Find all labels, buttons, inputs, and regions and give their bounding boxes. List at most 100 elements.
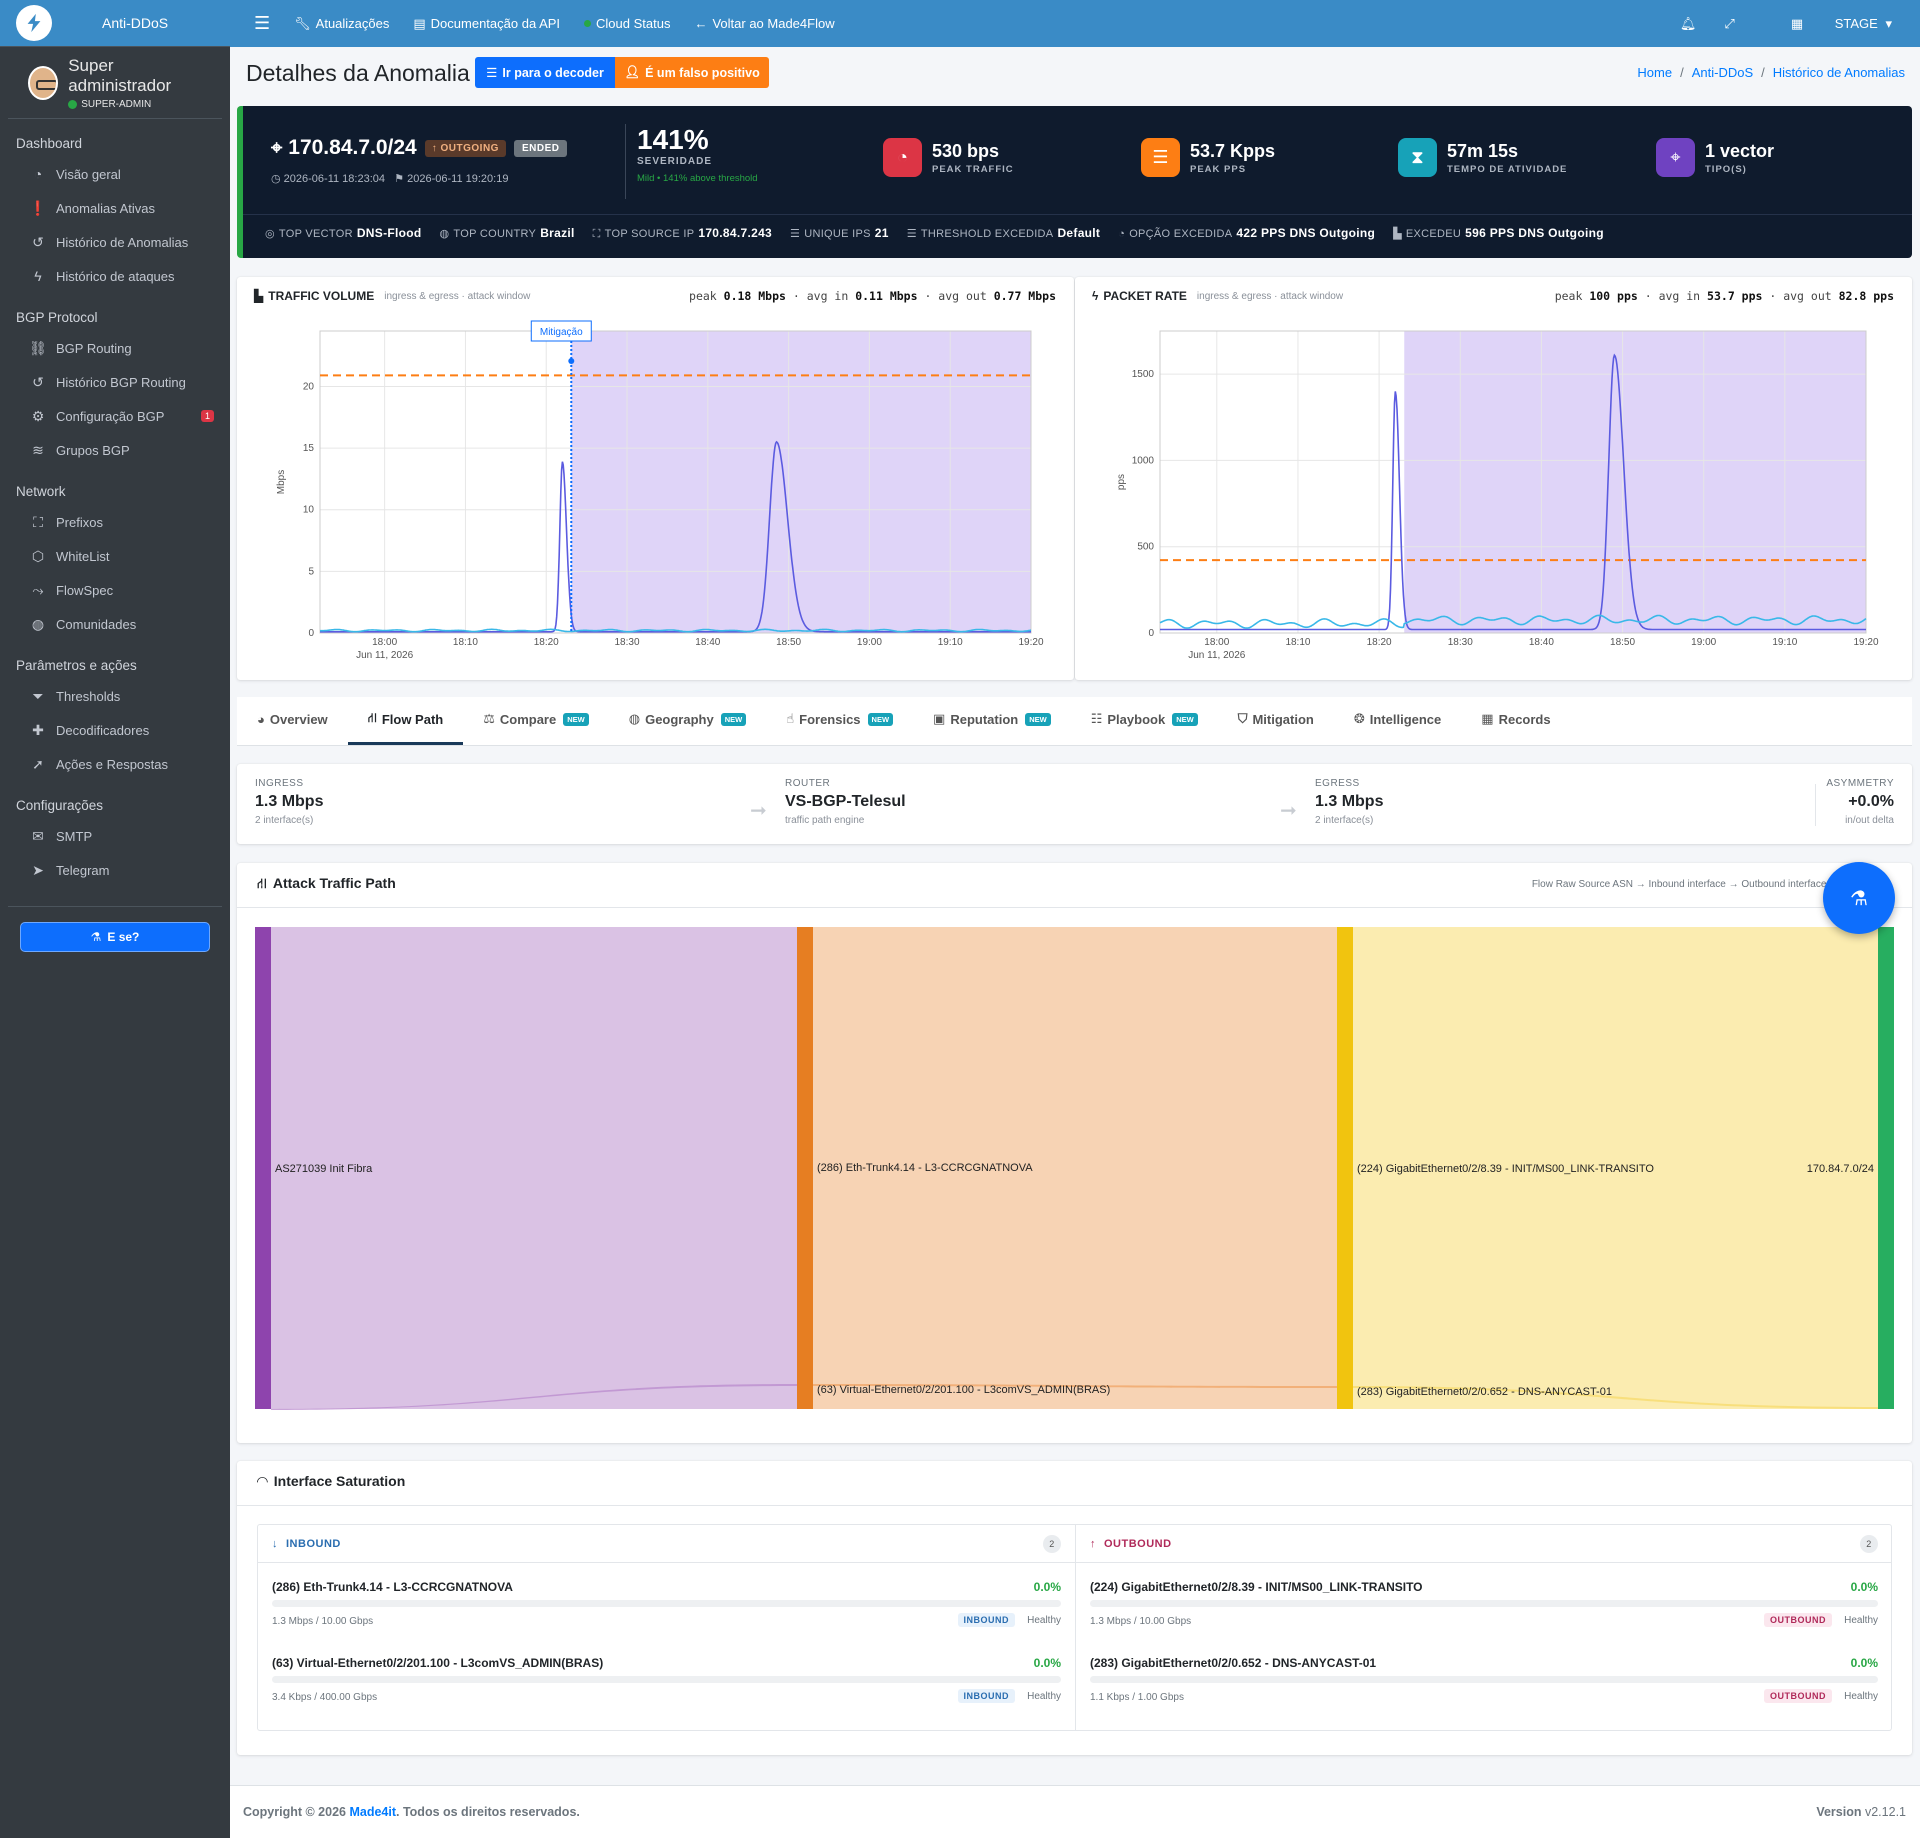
sidebar-item-thresholds[interactable]: ⏷ Thresholds bbox=[0, 679, 230, 713]
x-tick-label: 18:10 bbox=[453, 637, 478, 648]
sidebar-item-configura-o-bgp[interactable]: ⚙ Configuração BGP 1 bbox=[0, 399, 230, 433]
sidebar-item-hist-rico-de-anomalias[interactable]: ↺ Histórico de Anomalias bbox=[0, 225, 230, 259]
sidebar-item-smtp[interactable]: ✉ SMTP bbox=[0, 819, 230, 853]
breadcrumb-history[interactable]: Histórico de Anomalias bbox=[1772, 65, 1905, 80]
arrow-down-icon: ↓ bbox=[272, 1537, 278, 1550]
tab-records[interactable]: ▦ Records bbox=[1461, 696, 1570, 745]
sidebar-item-telegram[interactable]: ➤ Telegram bbox=[0, 853, 230, 887]
saturation-bar bbox=[1090, 1676, 1878, 1683]
what-if-button[interactable]: ⚗ E se? bbox=[20, 922, 210, 952]
brand-title: Anti-DDoS bbox=[102, 15, 169, 31]
go-to-decoder-button[interactable]: ☰ Ir para o decoder bbox=[475, 57, 615, 88]
tab-reputation[interactable]: ▣ Reputation NEW bbox=[913, 696, 1071, 745]
sankey-links bbox=[271, 927, 1878, 1410]
list-icon: ☰ bbox=[1141, 138, 1180, 177]
new-badge: NEW bbox=[1172, 712, 1198, 726]
topbar-back-link[interactable]: ← Voltar ao Made4Flow bbox=[694, 16, 835, 31]
tab-label: Records bbox=[1498, 711, 1551, 727]
brain-icon: ❂ bbox=[1353, 711, 1365, 726]
saturation-row[interactable]: (283) GigabitEthernet0/2/0.652 - DNS-ANY… bbox=[1090, 1656, 1878, 1718]
online-dot-icon bbox=[68, 99, 78, 109]
sidebar-item-whitelist[interactable]: ⬡ WhiteList bbox=[0, 539, 230, 573]
hamburger-menu-icon[interactable]: ☰ bbox=[254, 13, 271, 33]
sidebar-item-vis-o-geral[interactable]: ◔ Visão geral bbox=[0, 157, 230, 191]
saturation-row[interactable]: (63) Virtual-Ethernet0/2/201.100 - L3com… bbox=[272, 1656, 1061, 1718]
sitemap-icon: ⛶ bbox=[33, 513, 43, 530]
gauge-icon: ◔ bbox=[1118, 228, 1126, 240]
bolt-icon: ϟ bbox=[34, 268, 42, 284]
false-positive-button[interactable]: 👤︎ É um falso positivo bbox=[615, 57, 769, 88]
tab-label: Playbook bbox=[1107, 711, 1166, 727]
what-if-fab[interactable]: ⚗ bbox=[1823, 862, 1895, 934]
nav-section-title: Parâmetros e ações bbox=[16, 658, 137, 673]
tab-overview[interactable]: ◕ Overview bbox=[237, 696, 348, 745]
sidebar-item-prefixos[interactable]: ⛶ Prefixos bbox=[0, 505, 230, 539]
chart-plot: 18:00 18:10 18:20 18:30 18:40 18:50 19:00 19:10… bbox=[276, 320, 1044, 661]
y-tick-label: 15 bbox=[303, 443, 315, 454]
tab-mitigation[interactable]: ⛉ Mitigation bbox=[1218, 696, 1334, 745]
speedometer-icon: ◔ bbox=[883, 138, 922, 177]
tab-label: Forensics bbox=[799, 711, 861, 727]
sidebar-item-label: Visão geral bbox=[56, 166, 121, 182]
tab-geography[interactable]: ◍ Geography NEW bbox=[609, 696, 766, 745]
sidebar-item-bgp-routing[interactable]: ⛓ BGP Routing bbox=[0, 331, 230, 365]
y-tick-label: 0 bbox=[1148, 628, 1154, 639]
sidebar-item-hist-rico-de-ataques[interactable]: ϟ Histórico de ataques bbox=[0, 259, 230, 293]
sidebar-item-flowspec[interactable]: ⤳ FlowSpec bbox=[0, 573, 230, 607]
flow-icon: ⛙ bbox=[367, 710, 377, 725]
puzzle-icon: ✚ bbox=[32, 721, 44, 738]
arrow-up-icon: ↑ bbox=[1090, 1537, 1096, 1550]
sidebar-divider bbox=[8, 906, 222, 907]
sidebar-item-label: Anomalias Ativas bbox=[56, 200, 155, 216]
topbar-cloud-status-link[interactable]: Cloud Status bbox=[584, 16, 670, 31]
company-link[interactable]: Made4it bbox=[349, 1805, 397, 1819]
book-icon: ▤ bbox=[413, 15, 426, 31]
sidebar-item-anomalias-ativas[interactable]: ❗ Anomalias Ativas bbox=[0, 191, 230, 225]
tab-flow-path[interactable]: ⛙ Flow Path bbox=[347, 696, 464, 745]
saturation-row[interactable]: (286) Eth-Trunk4.14 - L3-CCRCGNATNOVA 0.0… bbox=[272, 1580, 1061, 1642]
route-icon: ⤳ bbox=[32, 581, 44, 598]
anomaly-times: ◷ 2026-06-11 18:23:04 ⚑ 2026-06-11 19:20… bbox=[271, 173, 509, 185]
packet-rate-chart[interactable]: 18:00 18:10 18:20 18:30 18:40 18:50 19:00 19:10… bbox=[1075, 277, 1912, 680]
user-panel[interactable]: Super administrador SUPER-ADMIN bbox=[8, 47, 222, 119]
pie-icon: ◕ bbox=[257, 711, 265, 727]
bell-icon[interactable]: 🔔︎ bbox=[1679, 15, 1697, 31]
sidebar-item-comunidades[interactable]: ◍ Comunidades bbox=[0, 607, 230, 641]
anomaly-summary-card: ⌖ 170.84.7.0/24 ↑ OUTGOING ENDED ◷ 2026-… bbox=[237, 106, 1912, 258]
hero-stat: ◍ TOP COUNTRY Brazil bbox=[439, 226, 575, 240]
crosshair-icon: ⌖ bbox=[1656, 138, 1695, 177]
topbar-updates-link[interactable]: 🔧︎ Atualizações bbox=[294, 15, 390, 32]
y-tick-label: 10 bbox=[303, 505, 315, 516]
tab-playbook[interactable]: ☷ Playbook NEW bbox=[1071, 696, 1218, 745]
topbar-api-docs-link[interactable]: ▤ Documentação da API bbox=[413, 15, 561, 32]
sidebar-item-decodificadores[interactable]: ✚ Decodificadores bbox=[0, 713, 230, 747]
interface-capacity: 3.4 Kbps / 400.00 Gbps bbox=[272, 1692, 378, 1703]
env-selector[interactable]: ▦ STAGE ▾ bbox=[1790, 15, 1892, 31]
saturation-bar bbox=[272, 1676, 1061, 1683]
sankey-diagram[interactable]: AS271039 Init Fibra (286) Eth-Trunk4.14 -… bbox=[237, 863, 1912, 1443]
sidebar-item-hist-rico-bgp-routing[interactable]: ↺ Histórico BGP Routing bbox=[0, 365, 230, 399]
user-name: Super administrador bbox=[68, 55, 172, 95]
breadcrumb-antiddos[interactable]: Anti-DDoS bbox=[1691, 65, 1754, 80]
traffic-volume-chart[interactable]: 18:00 18:10 18:20 18:30 18:40 18:50 19:00 19:10… bbox=[237, 277, 1074, 680]
outbound-count: 2 bbox=[1860, 1534, 1878, 1553]
sidebar-item-a-es-e-respostas[interactable]: ➚ Ações e Respostas bbox=[0, 747, 230, 781]
saturation-row[interactable]: (224) GigabitEthernet0/2/8.39 - INIT/MS0… bbox=[1090, 1580, 1878, 1642]
brand[interactable]: Anti-DDoS bbox=[0, 0, 230, 47]
fullscreen-icon[interactable]: ⤢ bbox=[1724, 15, 1735, 31]
target-icon: ◎ bbox=[265, 228, 275, 240]
flow-egress: EGRESS 1.3 Mbps 2 interface(s) bbox=[1315, 778, 1384, 826]
breadcrumb-home[interactable]: Home bbox=[1637, 65, 1673, 80]
x-tick-label: 18:30 bbox=[615, 637, 640, 648]
y-tick-label: 1000 bbox=[1132, 455, 1155, 466]
sankey-link bbox=[813, 927, 1337, 1409]
x-tick-label: 19:20 bbox=[1018, 637, 1043, 648]
flow-summary-card: INGRESS 1.3 Mbps 2 interface(s) ➞ ROUTER… bbox=[237, 764, 1912, 844]
packet-rate-card: 18:00 18:10 18:20 18:30 18:40 18:50 19:00 19:10… bbox=[1075, 277, 1912, 680]
sidebar-item-grupos-bgp[interactable]: ≋ Grupos BGP bbox=[0, 433, 230, 467]
tab-compare[interactable]: ⚖ Compare NEW bbox=[463, 696, 609, 745]
tab-intelligence[interactable]: ❂ Intelligence bbox=[1334, 696, 1461, 745]
tab-forensics[interactable]: ☝ Forensics NEW bbox=[766, 696, 913, 745]
network-icon: ⛓ bbox=[29, 339, 47, 356]
sidebar-item-label: BGP Routing bbox=[56, 340, 132, 356]
